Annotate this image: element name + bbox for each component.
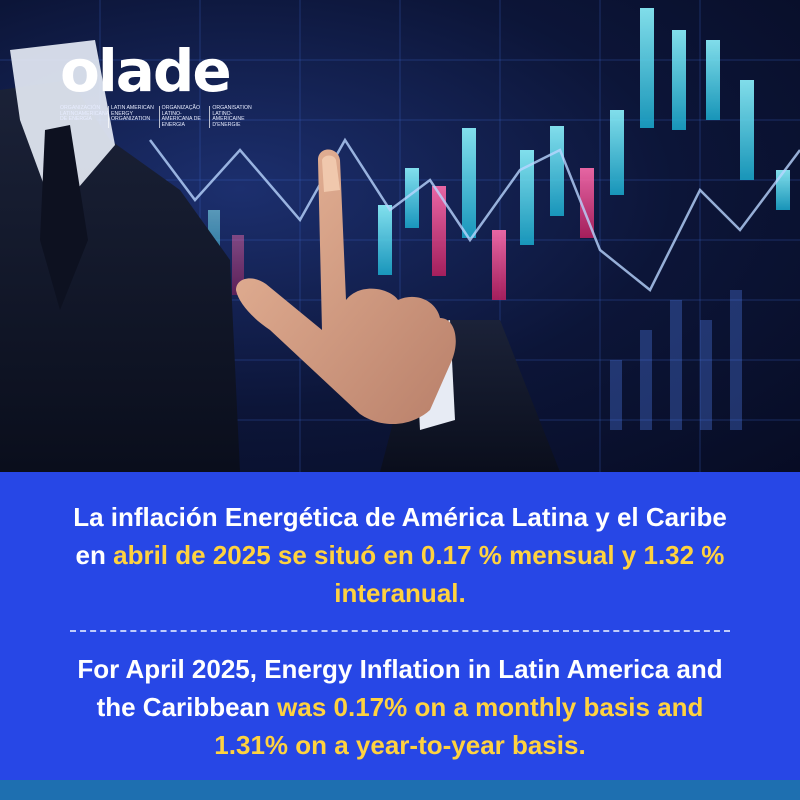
english-highlight: was 0.17% on a monthly basis and 1.31% o… xyxy=(214,692,704,760)
logo-subtitles: Organización Latinoamericana de Energía … xyxy=(60,105,260,129)
pointing-hand xyxy=(236,149,456,425)
logo-subtitle-es: Organización Latinoamericana de Energía xyxy=(60,105,109,123)
text-panel xyxy=(0,472,800,780)
english-statement: For April 2025, Energy Inflation in Lati… xyxy=(60,650,740,764)
spanish-highlight: abril de 2025 se situó en 0.17 % mensual… xyxy=(113,540,725,608)
logo-subtitle-en: Latin American Energy Organization xyxy=(108,105,159,129)
footer-bar xyxy=(0,780,800,800)
spanish-text: La inflación Energética de América Latin… xyxy=(73,502,727,570)
olade-logo: olade Organización Latinoamericana de En… xyxy=(60,37,260,129)
trend-line xyxy=(149,137,800,292)
logo-subtitle-fr: Organisation Latino-Americaine d'Energie xyxy=(209,105,260,129)
english-text: For April 2025, Energy Inflation in Lati… xyxy=(77,654,723,722)
hero-illustration xyxy=(0,0,800,472)
logo-wordmark: olade xyxy=(60,37,232,105)
dashed-divider xyxy=(70,630,730,632)
logo-subtitle-pt: Organização Latino-Americana de Energia xyxy=(158,105,210,129)
hero-image: olade Organización Latinoamericana de En… xyxy=(0,0,800,472)
spanish-statement: La inflación Energética de América Latin… xyxy=(60,498,740,612)
